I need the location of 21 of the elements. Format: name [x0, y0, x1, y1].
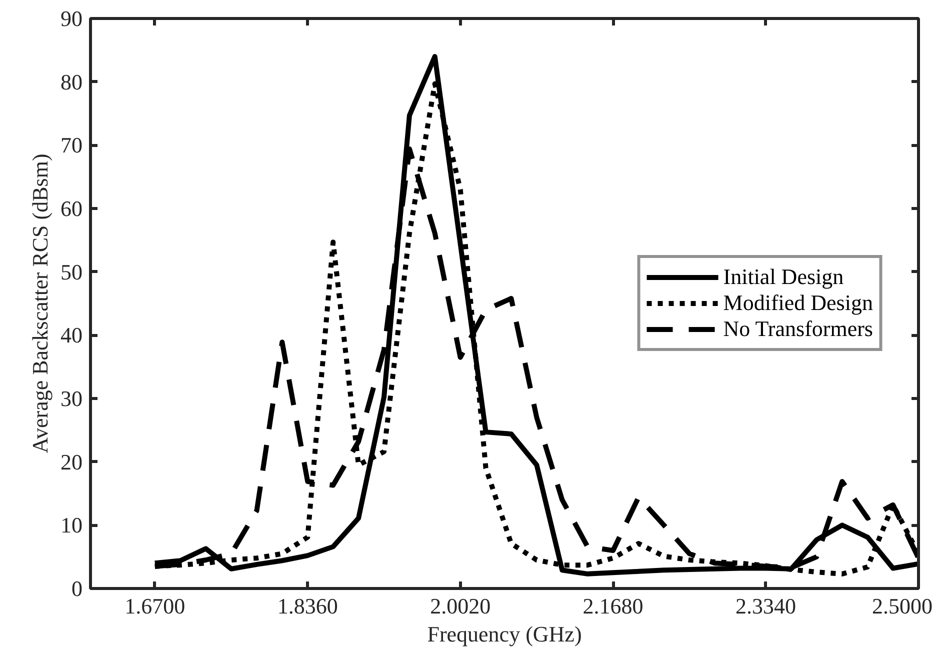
x-axis-title: Frequency (GHz) — [427, 622, 582, 646]
y-tick-label: 0 — [72, 576, 82, 601]
legend-label: No Transformers — [723, 316, 873, 342]
x-tick-label: 1.6700 — [124, 594, 186, 618]
y-axis-title: Average Backscatter RCS (dBsm) — [28, 154, 52, 454]
legend-label: Initial Design — [723, 264, 844, 290]
x-tick-label: 2.0020 — [430, 594, 491, 618]
x-tick-label: 2.5000 — [872, 594, 932, 618]
legend-label: Modified Design — [723, 290, 873, 316]
y-tick-label: 80 — [60, 69, 82, 94]
y-tick-label: 20 — [60, 449, 82, 474]
x-tick-label: 2.1680 — [582, 594, 644, 618]
x-tick-label: 1.8360 — [277, 594, 338, 618]
y-tick-label: 30 — [60, 386, 82, 411]
y-tick-label: 70 — [60, 132, 82, 158]
y-tick-label: 90 — [60, 6, 82, 31]
x-tick-label: 2.3340 — [736, 594, 796, 618]
y-tick-label: 50 — [60, 259, 82, 284]
y-tick-label: 60 — [60, 196, 82, 221]
y-tick-label: 10 — [60, 512, 82, 538]
y-tick-label: 40 — [60, 322, 82, 348]
